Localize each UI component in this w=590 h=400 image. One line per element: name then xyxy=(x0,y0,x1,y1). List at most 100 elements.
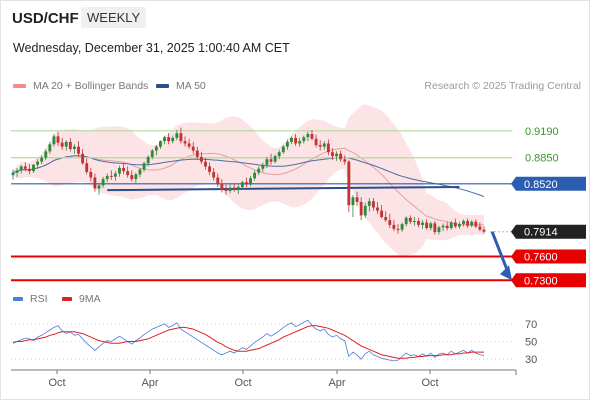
candle-body xyxy=(445,225,449,229)
candle xyxy=(277,149,281,160)
candle xyxy=(466,218,470,229)
candle-body xyxy=(113,173,117,177)
candle-body xyxy=(52,136,56,145)
candle-body xyxy=(97,185,101,189)
report-datetime: Wednesday, December 31, 2025 1:00:40 AM … xyxy=(13,41,290,55)
candle-body xyxy=(118,167,121,174)
candle xyxy=(425,219,429,230)
trendline xyxy=(107,185,460,192)
candle-body xyxy=(179,133,183,142)
candle xyxy=(220,179,224,193)
candle xyxy=(85,158,89,175)
candle-body xyxy=(73,146,76,150)
candle-body xyxy=(466,220,470,226)
candle xyxy=(404,216,408,227)
level-tag-current xyxy=(511,224,586,239)
candle-body xyxy=(388,220,392,225)
candle xyxy=(462,219,465,227)
candle xyxy=(457,221,461,229)
candle xyxy=(15,167,19,178)
level-label: 0.8520 xyxy=(524,179,558,191)
candle xyxy=(351,194,355,218)
candle-body xyxy=(101,179,105,186)
candle-body xyxy=(138,169,142,175)
x-tick-label: Apr xyxy=(141,377,158,389)
candle-body xyxy=(224,189,228,191)
symbol-title: USD/CHF xyxy=(12,10,79,27)
candle-body xyxy=(216,177,220,184)
candle xyxy=(245,177,248,187)
rsi-tick-label: 50 xyxy=(525,337,537,349)
level-label: 0.8850 xyxy=(525,153,559,165)
candle-body xyxy=(462,220,465,225)
candle-body xyxy=(425,222,429,229)
candle xyxy=(109,170,113,180)
candle-body xyxy=(351,197,355,206)
timeframe-badge[interactable]: WEEKLY xyxy=(81,7,147,28)
candle-body xyxy=(109,175,113,177)
candle xyxy=(60,137,64,150)
candle xyxy=(142,161,146,172)
candle xyxy=(380,205,384,219)
candle-body xyxy=(433,223,437,233)
candle xyxy=(183,136,187,147)
candle-body xyxy=(318,145,322,147)
candle-body xyxy=(314,138,318,146)
candle xyxy=(310,130,314,141)
candle xyxy=(474,219,478,229)
candle-body xyxy=(359,201,363,216)
candle-body xyxy=(457,224,461,227)
candle xyxy=(208,162,212,176)
candle xyxy=(392,220,396,232)
candle-body xyxy=(331,152,334,157)
candle-body xyxy=(302,137,306,142)
candle-body xyxy=(228,187,232,191)
candle xyxy=(318,140,322,151)
candle xyxy=(56,131,60,146)
candle xyxy=(363,202,367,218)
candle xyxy=(449,220,453,230)
candle xyxy=(441,223,445,232)
candle-body xyxy=(269,159,273,162)
candle-body xyxy=(89,171,93,178)
legend-ma50-label: MA 50 xyxy=(176,80,206,92)
candle-body xyxy=(81,153,85,164)
candle-body xyxy=(187,143,191,147)
candle xyxy=(302,135,306,144)
candle xyxy=(249,175,252,187)
rsi-line xyxy=(12,319,485,362)
candle xyxy=(482,226,486,234)
candle xyxy=(175,130,179,141)
candle xyxy=(187,138,191,150)
candle xyxy=(204,157,207,170)
candle-body xyxy=(48,144,52,152)
level-label: 0.7300 xyxy=(524,275,558,287)
candle-body xyxy=(367,201,371,206)
candle xyxy=(32,164,35,173)
candle-body xyxy=(171,137,175,142)
candle xyxy=(388,213,392,229)
candle-body xyxy=(371,201,375,208)
candle xyxy=(314,134,318,148)
candle-body xyxy=(417,220,420,225)
rsi-tick-label: 30 xyxy=(525,354,537,366)
candle xyxy=(367,198,371,212)
candle-body xyxy=(204,161,207,167)
candle xyxy=(421,220,424,229)
rsi-9ma-line xyxy=(12,325,484,359)
level-label: 0.7914 xyxy=(524,227,558,239)
candle xyxy=(433,220,437,235)
candle xyxy=(445,221,449,231)
candle xyxy=(199,152,203,165)
candle-body xyxy=(163,137,166,142)
candle xyxy=(68,137,72,152)
candle-body xyxy=(85,163,89,172)
candle xyxy=(261,162,265,172)
candle-body xyxy=(68,141,72,150)
candle-body xyxy=(134,174,138,180)
candle-body xyxy=(77,146,80,154)
candle xyxy=(212,167,216,181)
candle-body xyxy=(245,182,248,185)
x-tick-label: Oct xyxy=(48,377,65,389)
x-tick-label: Oct xyxy=(234,377,251,389)
